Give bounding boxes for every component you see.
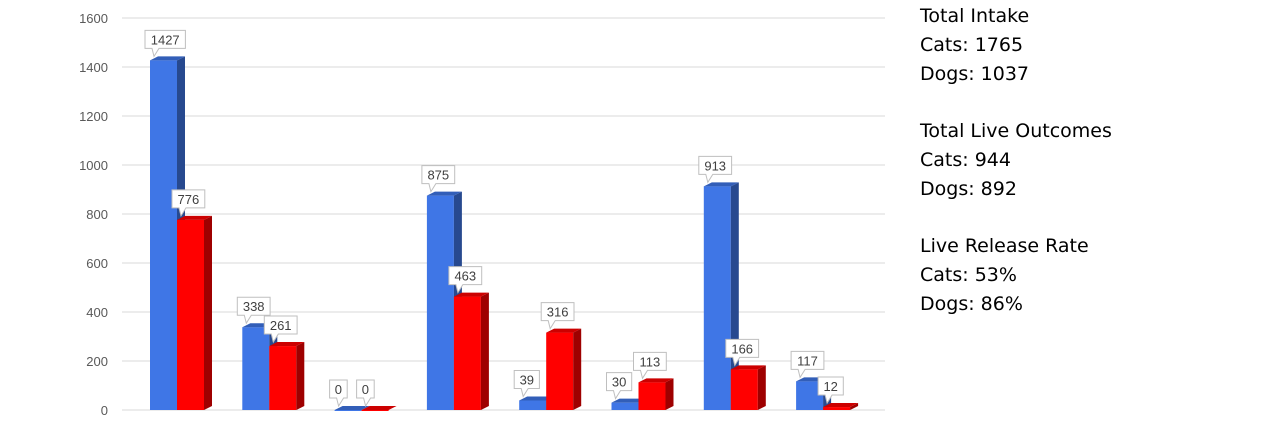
data-label: 913 — [698, 155, 733, 184]
bar-series-2 — [546, 328, 582, 410]
bar-series-2 — [453, 292, 489, 410]
stats-group-total-live-outcomes: Total Live Outcomes Cats: 944 Dogs: 892 — [920, 117, 1260, 204]
y-tick-label: 200 — [86, 354, 108, 369]
stats-line: Dogs: 86% — [920, 293, 1023, 315]
y-tick-label: 1000 — [79, 158, 108, 173]
stats-heading: Total Live Outcomes — [920, 120, 1112, 142]
stats-line: Cats: 944 — [920, 149, 1011, 171]
svg-text:117: 117 — [797, 353, 818, 368]
y-tick-label: 0 — [101, 403, 108, 418]
data-label: 1427 — [144, 29, 186, 58]
y-tick-label: 1600 — [79, 11, 108, 26]
data-label: 113 — [633, 351, 667, 380]
bar-series-2 — [823, 403, 859, 410]
bar-series-1 — [426, 191, 462, 410]
data-label: 117 — [790, 350, 825, 379]
y-tick-label: 600 — [86, 256, 108, 271]
y-axis-ticks: 0 200 400 600 800 1000 1200 1400 1600 — [79, 11, 108, 418]
svg-text:875: 875 — [427, 168, 449, 183]
svg-text:338: 338 — [243, 299, 265, 314]
y-tick-label: 400 — [86, 305, 108, 320]
svg-text:0: 0 — [335, 382, 342, 397]
stats-line: Cats: 53% — [920, 264, 1017, 286]
stats-line: Dogs: 1037 — [920, 63, 1030, 85]
data-label: 12 — [817, 376, 844, 405]
data-label: 39 — [513, 369, 540, 398]
bar-series-1 — [334, 406, 370, 411]
svg-text:1427: 1427 — [151, 32, 180, 47]
stats-line: Dogs: 892 — [920, 178, 1017, 200]
data-label: 0 — [329, 379, 348, 408]
svg-text:113: 113 — [640, 354, 661, 369]
stats-heading: Total Intake — [920, 5, 1030, 27]
y-tick-label: 1200 — [79, 109, 108, 124]
data-label: 463 — [448, 266, 483, 294]
summary-stats-panel: Total Intake Cats: 1765 Dogs: 1037 Total… — [920, 2, 1260, 347]
bar-series-2 — [361, 406, 397, 411]
svg-text:166: 166 — [731, 341, 753, 356]
bar-series-2 — [638, 378, 674, 410]
data-label: 316 — [540, 302, 575, 330]
data-labels: 1427 776 338 261 0 0 875 463 39 316 30 113 913 166 117… — [144, 29, 844, 408]
bar-series-1 — [703, 182, 739, 410]
data-label: 166 — [725, 338, 760, 367]
svg-text:0: 0 — [362, 382, 369, 397]
svg-text:913: 913 — [704, 158, 726, 173]
bar-series-2 — [269, 342, 305, 410]
data-label: 0 — [356, 379, 375, 408]
svg-text:261: 261 — [270, 318, 292, 333]
y-tick-label: 800 — [86, 207, 108, 222]
svg-text:463: 463 — [454, 269, 476, 284]
data-label: 875 — [421, 165, 456, 193]
bars — [150, 56, 859, 411]
svg-text:12: 12 — [823, 379, 837, 394]
svg-text:30: 30 — [612, 375, 626, 390]
data-label: 338 — [236, 296, 271, 325]
stats-group-total-intake: Total Intake Cats: 1765 Dogs: 1037 — [920, 2, 1260, 89]
svg-text:39: 39 — [520, 372, 534, 387]
bar-series-2 — [177, 215, 212, 410]
svg-text:776: 776 — [178, 192, 200, 207]
stats-group-live-release-rate: Live Release Rate Cats: 53% Dogs: 86% — [920, 232, 1260, 319]
bar-series-2 — [730, 365, 766, 410]
y-tick-label: 1400 — [79, 60, 108, 75]
stats-heading: Live Release Rate — [920, 235, 1089, 257]
data-label: 261 — [263, 315, 298, 344]
data-label: 776 — [171, 189, 206, 218]
stats-line: Cats: 1765 — [920, 34, 1024, 56]
svg-text:316: 316 — [547, 305, 569, 320]
gridlines — [122, 17, 885, 411]
data-label: 30 — [606, 372, 633, 400]
